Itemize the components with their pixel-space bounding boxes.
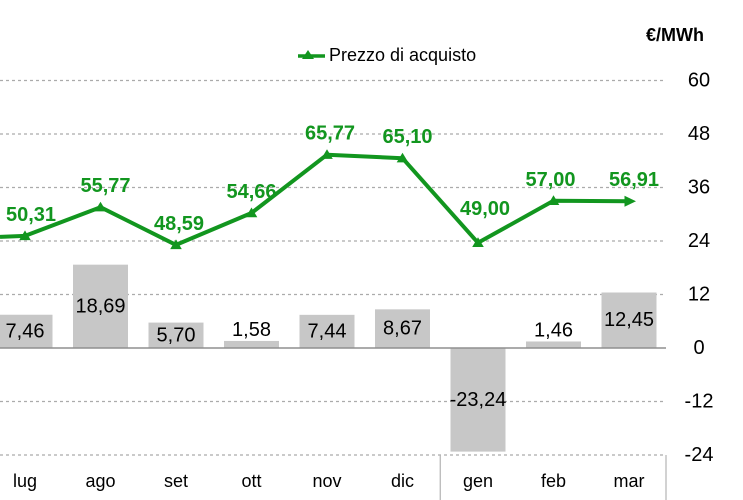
legend-line-marker-icon bbox=[298, 50, 325, 59]
line-point-marker bbox=[472, 237, 484, 247]
x-axis-category-label: mar bbox=[614, 471, 645, 491]
legend-series-label: Prezzo di acquisto bbox=[329, 45, 477, 65]
bar bbox=[450, 348, 506, 452]
line-point-marker bbox=[624, 195, 636, 207]
line-value-label: 65,77 bbox=[305, 123, 355, 145]
bar-value-label: -23,24 bbox=[450, 389, 507, 411]
bar bbox=[375, 309, 430, 348]
y-axis-tick-label: 36 bbox=[688, 177, 710, 199]
chart-legend: Prezzo di acquisto bbox=[297, 45, 476, 66]
line-value-label: 54,66 bbox=[226, 181, 276, 203]
line-value-label: 56,91 bbox=[609, 169, 659, 191]
line-point-marker bbox=[547, 195, 560, 205]
bar-value-label: 7,46 bbox=[6, 320, 45, 342]
bar bbox=[526, 341, 581, 348]
axis-unit-label: €/MWh bbox=[646, 25, 704, 45]
line-value-label: 65,10 bbox=[382, 126, 432, 148]
y-axis-tick-label: 48 bbox=[688, 123, 710, 145]
bar-value-label: 12,45 bbox=[604, 309, 654, 331]
bar-value-label: 1,46 bbox=[534, 319, 573, 341]
bar-value-label: 7,44 bbox=[308, 320, 347, 342]
x-axis-category-label: nov bbox=[312, 471, 341, 491]
bar-value-label: 8,67 bbox=[383, 318, 422, 340]
x-axis-category-label: ott bbox=[241, 471, 261, 491]
line-value-label: 50,31 bbox=[6, 204, 56, 226]
line-value-label: 49,00 bbox=[460, 198, 510, 220]
y-axis-tick-label: 0 bbox=[693, 337, 704, 359]
line-point-marker bbox=[94, 201, 107, 212]
y-axis-tick-label: -24 bbox=[685, 444, 714, 466]
bar-value-label: 18,69 bbox=[75, 295, 125, 317]
x-axis-category-label: ago bbox=[85, 471, 115, 491]
bar bbox=[601, 292, 657, 348]
x-axis-category-label: gen bbox=[463, 471, 493, 491]
bar bbox=[299, 314, 355, 348]
line-value-label: 57,00 bbox=[525, 169, 575, 191]
bar-value-label: 5,70 bbox=[157, 324, 196, 346]
line-point-marker bbox=[170, 239, 182, 250]
y-axis-tick-label: 12 bbox=[688, 284, 710, 306]
bar bbox=[73, 264, 128, 348]
x-axis-category-label: dic bbox=[391, 471, 414, 491]
bar bbox=[148, 322, 204, 348]
line-point-marker bbox=[245, 207, 258, 218]
line-value-label: 48,59 bbox=[154, 213, 204, 235]
x-axis-category-label: set bbox=[164, 471, 188, 491]
y-axis-tick-label: -12 bbox=[685, 391, 714, 413]
bar-value-label: 1,58 bbox=[232, 319, 271, 341]
line-point-marker bbox=[19, 230, 31, 241]
line-point-marker bbox=[396, 152, 409, 163]
x-axis-category-label: feb bbox=[541, 471, 566, 491]
x-axis-category-label: lug bbox=[13, 471, 37, 491]
bar bbox=[0, 314, 53, 348]
line-point-marker bbox=[321, 149, 333, 159]
line-value-label: 55,77 bbox=[80, 175, 130, 197]
price-line bbox=[0, 152, 630, 247]
y-axis-tick-label: 60 bbox=[688, 70, 710, 92]
y-axis-tick-label: 24 bbox=[688, 230, 710, 252]
bar bbox=[224, 340, 279, 348]
